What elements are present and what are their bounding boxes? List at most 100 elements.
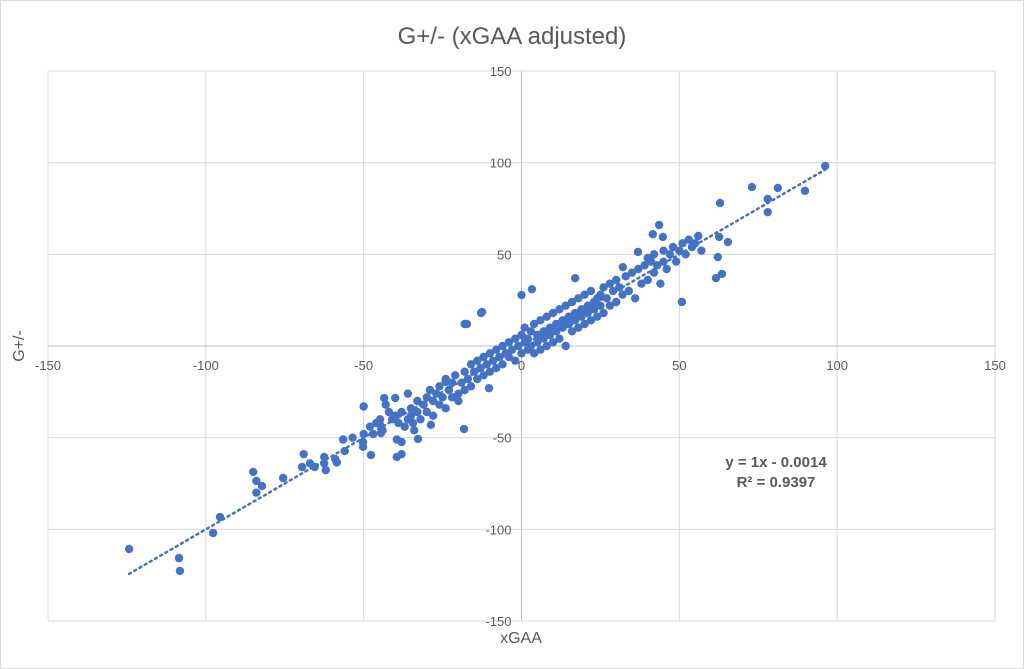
data-point — [618, 290, 627, 299]
data-point — [438, 393, 447, 402]
data-point — [570, 273, 580, 283]
data-point — [640, 261, 649, 270]
data-point — [397, 437, 406, 447]
data-point — [454, 396, 463, 406]
data-point — [479, 371, 488, 380]
data-point — [466, 360, 476, 369]
data-point — [409, 426, 419, 435]
data-point — [536, 316, 545, 325]
data-point — [476, 308, 486, 318]
data-point — [365, 422, 375, 431]
data-point — [372, 418, 381, 428]
data-point — [570, 308, 580, 318]
data-point — [529, 349, 539, 358]
y-tick-label: 100 — [490, 156, 512, 171]
data-point — [612, 275, 621, 285]
data-point — [634, 264, 643, 274]
trendline-equation: y = 1x - 0.0014 — [725, 454, 827, 471]
y-axis-label: G+/- — [11, 330, 28, 362]
data-point — [252, 476, 261, 486]
x-axis-label: xGAA — [500, 630, 542, 647]
data-point — [586, 286, 596, 296]
y-tick-label: -150 — [485, 614, 511, 629]
data-point — [175, 566, 185, 576]
data-point — [124, 544, 134, 554]
data-point — [820, 161, 830, 171]
data-point — [520, 323, 529, 332]
tick-labels: -150 -100 -50 0 50 100 150 -150 -100 -50 0 50 100 150 — [35, 64, 1006, 629]
data-point — [466, 382, 476, 391]
data-point — [665, 250, 675, 259]
data-point — [717, 269, 727, 279]
data-point — [649, 250, 659, 259]
data-point — [658, 232, 668, 242]
data-point — [545, 330, 555, 340]
data-point — [656, 279, 665, 288]
data-point — [621, 272, 630, 281]
data-point — [649, 268, 659, 277]
data-point — [773, 183, 783, 193]
data-point — [599, 308, 608, 318]
data-point — [406, 411, 416, 420]
data-point — [359, 402, 368, 411]
data-point — [441, 404, 450, 413]
data-point — [596, 290, 605, 299]
data-point — [567, 297, 577, 307]
data-point — [358, 442, 368, 452]
gridlines — [47, 70, 996, 622]
data-point — [711, 273, 721, 283]
data-point — [763, 194, 772, 204]
data-point — [484, 383, 494, 393]
data-point — [529, 319, 539, 329]
data-point — [583, 308, 592, 318]
data-point — [454, 389, 463, 398]
data-point — [447, 393, 457, 402]
data-point — [677, 297, 687, 307]
data-point — [558, 323, 567, 332]
data-point — [567, 327, 577, 336]
data-point — [492, 345, 501, 354]
y-tick-label: 50 — [497, 247, 511, 262]
data-point — [413, 407, 422, 417]
data-point — [208, 528, 218, 538]
data-point — [648, 229, 658, 239]
data-point — [668, 242, 678, 252]
data-point — [643, 275, 652, 285]
data-point — [416, 415, 425, 424]
chart-title: G+/- (xGAA adjusted) — [398, 23, 627, 50]
data-point — [348, 433, 357, 442]
data-point — [485, 349, 495, 358]
data-point — [473, 374, 482, 384]
data-point — [400, 422, 409, 431]
data-point — [659, 257, 668, 266]
data-point — [462, 319, 472, 329]
data-point — [379, 393, 389, 403]
data-point — [252, 488, 261, 497]
data-point — [248, 467, 258, 477]
data-point — [451, 371, 460, 380]
y-tick-label: -50 — [493, 431, 512, 446]
data-point — [713, 252, 723, 262]
data-point — [715, 198, 725, 208]
data-point — [498, 360, 507, 369]
x-tick-label: 100 — [826, 358, 848, 373]
data-point — [526, 341, 536, 351]
data-point — [599, 283, 608, 292]
data-point — [561, 301, 570, 310]
data-point — [747, 182, 757, 192]
data-point — [646, 257, 656, 266]
data-point — [517, 349, 526, 358]
data-point — [684, 235, 694, 244]
data-point — [460, 385, 469, 395]
data-point — [539, 334, 548, 343]
data-point — [659, 246, 668, 255]
data-point — [422, 407, 431, 417]
data-point — [593, 312, 602, 321]
data-point — [460, 367, 469, 376]
data-point — [384, 407, 394, 417]
data-point — [338, 435, 348, 444]
data-point — [596, 301, 605, 310]
x-tick-label: 0 — [518, 358, 525, 373]
data-point — [612, 297, 621, 307]
data-point — [413, 434, 423, 444]
